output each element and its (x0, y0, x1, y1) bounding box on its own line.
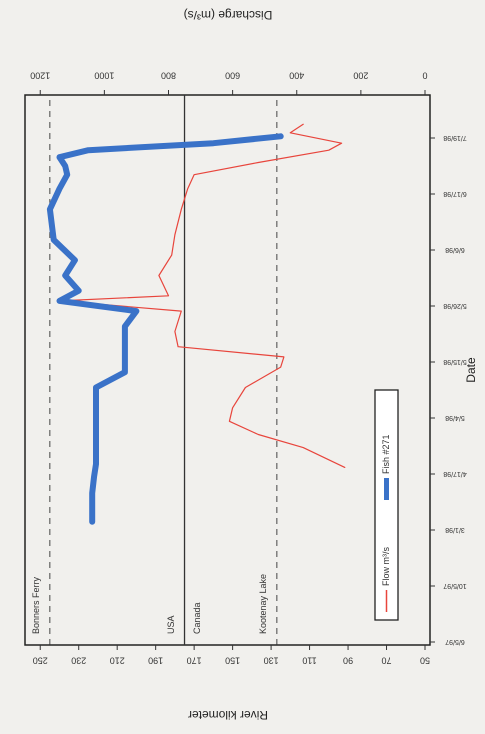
y-tick-label: 190 (148, 656, 163, 666)
x-tick-label: 5/15/98 (443, 358, 466, 365)
rotated-chart: 250 230 210 190 170 150 130 110 90 70 50 1200 1000 80… (24, 8, 478, 722)
series-line (46, 133, 284, 525)
y-tick-label: 70 (382, 656, 392, 666)
y-tick-label: 170 (187, 656, 202, 666)
x-tick-label: 10/5/97 (443, 582, 466, 589)
y-axis-title: River kilometer (188, 708, 268, 722)
y2-tick-label: 1000 (94, 71, 114, 81)
y-tick-label: 210 (110, 656, 125, 666)
y2-tick-label: 800 (161, 71, 176, 81)
y-tick-label: 50 (420, 656, 430, 666)
x-tick-label: 6/5/97 (445, 638, 465, 645)
y2-tick-label: 200 (353, 71, 368, 81)
x-tick-label: 3/1/98 (445, 526, 465, 533)
plot-frame (24, 94, 431, 646)
legend-label: Flow m³/s (381, 547, 391, 586)
y2-tick-label: 0 (422, 71, 427, 81)
x-tick-label: 7/19/98 (443, 134, 466, 141)
x-tick-label: 6/17/98 (443, 190, 466, 197)
reference-label: Kootenay Lake (258, 574, 268, 634)
y-tick-label: 90 (343, 656, 353, 666)
reference-label: USA (166, 615, 176, 634)
x-axis-title: Date (464, 357, 478, 383)
y2-tick-label: 400 (289, 71, 304, 81)
y-tick-label: 130 (264, 656, 279, 666)
y-tick-label: 110 (302, 656, 316, 666)
legend-label: Fish #271 (381, 434, 391, 474)
y2-tick-label: 600 (225, 71, 240, 81)
x-tick-label: 5/4/98 (445, 414, 465, 421)
y-tick-label: 230 (71, 656, 86, 666)
series-line (58, 123, 346, 468)
y-tick-label: 250 (33, 656, 48, 666)
reference-label: Canada (192, 602, 202, 634)
reference-label: Bonners Ferry (31, 576, 41, 634)
y-tick-label: 150 (225, 656, 240, 666)
x-tick-label: 4/17/98 (443, 470, 466, 477)
y2-axis-title: Discharge (m³/s) (184, 8, 273, 22)
y2-tick-label: 1200 (30, 71, 50, 81)
x-tick-label: 5/26/98 (443, 302, 466, 309)
x-tick-label: 6/6/98 (445, 246, 465, 253)
legend-box (374, 389, 399, 621)
